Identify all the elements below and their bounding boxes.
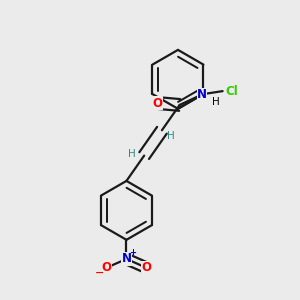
Text: H: H [167, 131, 175, 141]
Text: Cl: Cl [225, 85, 238, 98]
Text: H: H [212, 97, 220, 107]
Text: N: N [122, 252, 131, 266]
Text: N: N [197, 88, 207, 101]
Text: O: O [153, 97, 163, 110]
Text: −: − [94, 268, 104, 278]
Text: O: O [142, 261, 152, 274]
Text: +: + [129, 248, 137, 257]
Text: O: O [101, 261, 111, 274]
Text: H: H [128, 149, 135, 159]
